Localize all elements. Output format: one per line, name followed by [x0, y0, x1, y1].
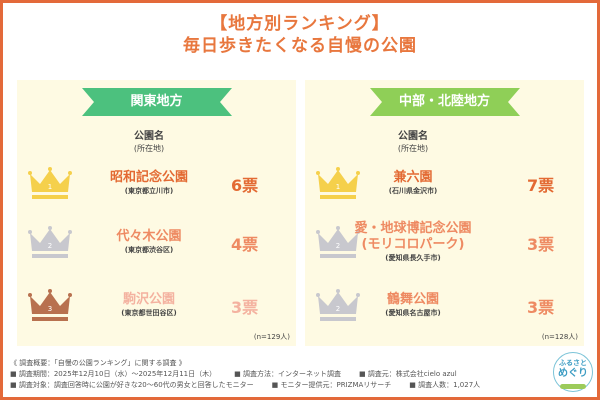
logo-line-1: ふるさと — [559, 359, 587, 367]
survey-period: ■ 調査期間：2025年12月10日（水）～2025年12月11日（木） — [10, 370, 217, 378]
sample-size-note: (n=129人) — [253, 333, 290, 341]
title-line-2: 毎日歩きたくなる自慢の公園 — [183, 36, 417, 56]
ranking-row: 2 愛・地球博記念公園 (モリコロパーク) (愛知県長久手市) 3票 — [305, 221, 584, 275]
svg-text:2: 2 — [48, 242, 52, 250]
survey-count: ■ 調査人数：1,027人 — [409, 381, 481, 389]
park-location: (愛知県長久手市) — [385, 254, 441, 262]
column-header-location: (所在地) — [397, 144, 429, 153]
logo-line-2: めぐり — [558, 368, 588, 379]
column-header: 公園名 (所在地) — [89, 130, 209, 154]
park-name: 代々木公園 (東京都渋谷区) — [74, 229, 224, 255]
ranking-row: 3 駒沢公園 (東京都世田谷区) 3票 — [17, 288, 296, 338]
gold-crown-icon: 1 — [28, 167, 72, 199]
park-location: (東京都渋谷区) — [124, 246, 174, 254]
sample-size-note: (n=128人) — [541, 333, 578, 341]
silver-crown-icon: 2 — [28, 226, 72, 258]
title-line-1: 【地方別ランキング】 — [210, 14, 390, 34]
park-name: 駒沢公園 (東京都世田谷区) — [74, 292, 224, 318]
park-name-text: 兼六園 — [393, 170, 433, 185]
region-panel-kanto: 関東地方 公園名 (所在地) 1 昭和記念公園 (東京都立川市) 6票 2 代々… — [17, 80, 296, 346]
park-name: 兼六園 (石川県金沢市) — [338, 170, 488, 196]
region-label: 関東地方 — [130, 94, 183, 109]
park-location: (石川県金沢市) — [388, 187, 438, 195]
park-location: (愛知県名古屋市) — [385, 309, 441, 317]
survey-line-1: ■ 調査期間：2025年12月10日（水）～2025年12月11日（木） ■ 調査… — [10, 369, 540, 380]
svg-text:2: 2 — [336, 242, 340, 250]
ranking-row: 2 鶴舞公園 (愛知県名古屋市) 3票 — [305, 288, 584, 338]
park-name-text: 愛・地球博記念公園 — [354, 221, 472, 236]
svg-text:3: 3 — [48, 305, 52, 313]
park-name-text: 駒沢公園 — [122, 292, 175, 307]
vote-count: 4票 — [231, 235, 259, 254]
survey-line-2: ■ 調査対象：調査回答時に公園が好きな20～60代の男女と回答したモニター ■ モ… — [10, 380, 540, 391]
silver-crown-icon: 2 — [316, 226, 360, 258]
park-location: (東京都世田谷区) — [121, 309, 177, 317]
page-title: 【地方別ランキング】 毎日歩きたくなる自慢の公園 — [0, 13, 600, 57]
survey-target: ■ 調査対象：調査回答時に公園が好きな20～60代の男女と回答したモニター — [10, 381, 254, 389]
ribbon-shape-icon — [81, 88, 232, 116]
column-header-name: 公園名 — [398, 131, 428, 142]
furusato-meguri-logo: ふるさと めぐり — [553, 352, 593, 392]
column-header-location: (所在地) — [133, 144, 165, 153]
park-name-subtext: (モリコロパーク) — [361, 237, 465, 252]
region-panel-chubu: 中部・北陸地方 公園名 (所在地) 1 兼六園 (石川県金沢市) 7票 2 愛・… — [305, 80, 584, 346]
vote-count: 3票 — [527, 235, 555, 254]
grass-icon — [560, 384, 586, 389]
survey-organizer: ■ 調査元：株式会社cielo azul — [358, 370, 457, 378]
survey-provider: ■ モニター提供元：PRIZMAリサーチ — [271, 381, 392, 389]
silver-crown-icon: 2 — [316, 289, 360, 321]
park-location: (東京都立川市) — [124, 187, 174, 195]
ranking-row: 2 代々木公園 (東京都渋谷区) 4票 — [17, 225, 296, 275]
ranking-row: 1 兼六園 (石川県金沢市) 7票 — [305, 166, 584, 216]
gold-crown-icon: 1 — [316, 167, 360, 199]
park-name: 愛・地球博記念公園 (モリコロパーク) (愛知県長久手市) — [338, 221, 488, 263]
park-name: 鶴舞公園 (愛知県名古屋市) — [338, 292, 488, 318]
region-label: 中部・北陸地方 — [398, 94, 490, 109]
survey-method: ■ 調査方法：インターネット調査 — [234, 370, 341, 378]
park-name: 昭和記念公園 (東京都立川市) — [74, 170, 224, 196]
region-banner-chubu: 中部・北陸地方 — [369, 88, 520, 116]
svg-text:1: 1 — [336, 183, 340, 191]
vote-count: 3票 — [527, 298, 555, 317]
park-name-text: 昭和記念公園 — [109, 170, 188, 185]
park-name-text: 鶴舞公園 — [386, 292, 439, 307]
vote-count: 6票 — [231, 176, 259, 195]
vote-count: 3票 — [231, 298, 259, 317]
column-header-name: 公園名 — [134, 131, 164, 142]
survey-summary: 《 調査概要：「自慢の公園ランキング」に関する調査 》 ■ 調査期間：2025年… — [10, 358, 540, 391]
vote-count: 7票 — [527, 176, 555, 195]
svg-text:1: 1 — [48, 183, 52, 191]
column-header: 公園名 (所在地) — [353, 130, 473, 154]
park-name-text: 代々木公園 — [116, 229, 182, 244]
bronze-crown-icon: 3 — [28, 289, 72, 321]
svg-text:2: 2 — [336, 305, 340, 313]
ribbon-shape-icon — [369, 88, 520, 116]
region-banner-kanto: 関東地方 — [81, 88, 232, 116]
survey-heading: 《 調査概要：「自慢の公園ランキング」に関する調査 》 — [10, 359, 186, 367]
ranking-row: 1 昭和記念公園 (東京都立川市) 6票 — [17, 166, 296, 216]
